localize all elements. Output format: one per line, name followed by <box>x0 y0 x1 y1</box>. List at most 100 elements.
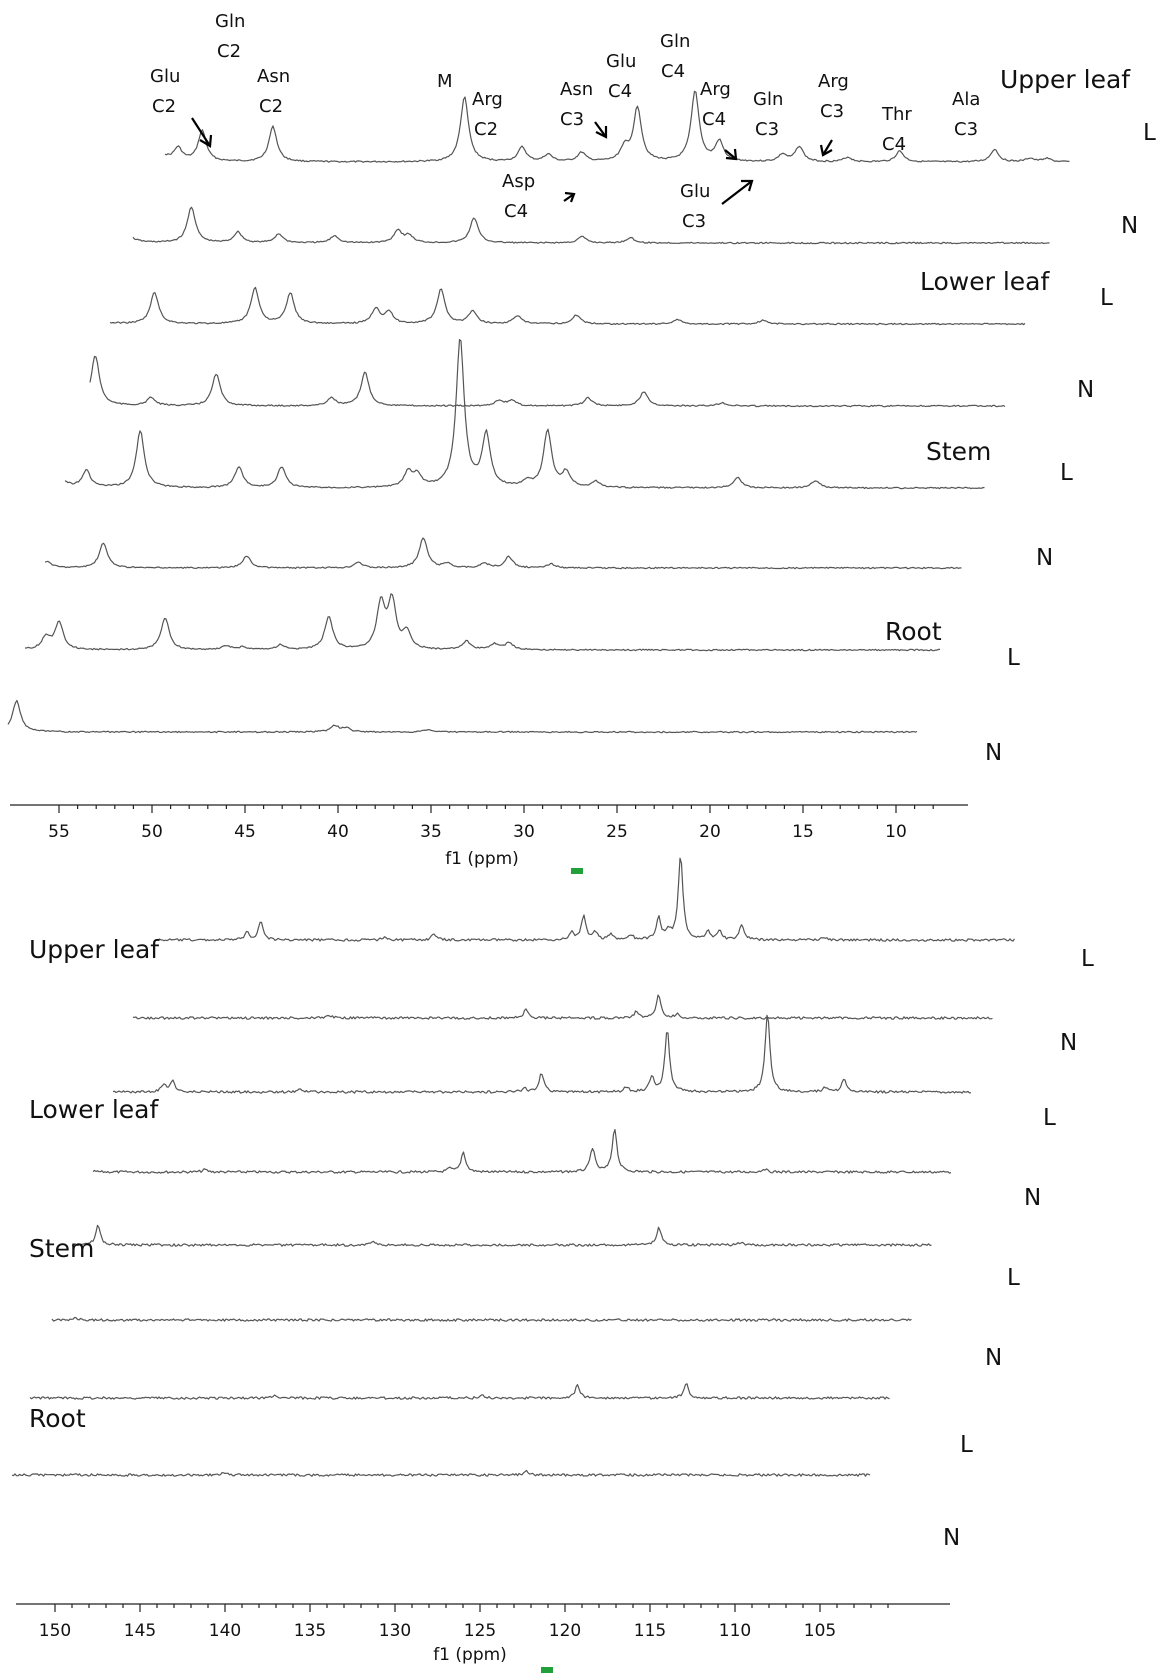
arrowhead-glu-c3 <box>741 179 754 192</box>
trace-label-lower-leaf-n-bottom: N <box>1024 1185 1041 1211</box>
trace-label-lower-leaf-l: L <box>1100 285 1113 311</box>
arrow-glu-c2 <box>191 117 211 147</box>
peak-label-arg-c2-name: Arg <box>472 89 503 110</box>
arrow-arg-c3 <box>822 139 833 156</box>
peak-label-glu-c2-name: Glu <box>150 66 180 87</box>
spectrum-trace-stem-l <box>71 1224 932 1247</box>
tissue-label-upper-leaf-bottom: Upper leaf <box>29 935 160 964</box>
green-marker-bottom <box>541 1667 553 1673</box>
peak-label-asp-c4-carbon: C4 <box>504 201 528 222</box>
aromatic-traces <box>11 857 1015 1477</box>
x-tick-label-125: 125 <box>464 1621 496 1641</box>
spectrum-trace-root-n <box>7 699 918 734</box>
trace-label-lower-leaf-l-bottom: L <box>1043 1105 1056 1131</box>
spectrum-trace-lower-leaf-n <box>89 355 1006 408</box>
x-axis-title-top: f1 (ppm) <box>445 849 519 869</box>
peak-label-gln-c4-carbon: C4 <box>661 61 685 82</box>
peak-label-glu-c3-name: Glu <box>680 181 710 202</box>
peak-label-asp-c4-name: Asp <box>502 171 535 192</box>
x-tick-label-110: 110 <box>719 1621 751 1641</box>
peak-label-arg-c3-name: Arg <box>818 71 849 92</box>
trace-label-root-l: L <box>1007 645 1020 671</box>
tissue-label-root-bottom: Root <box>29 1404 86 1433</box>
x-tick-label-130: 130 <box>379 1621 411 1641</box>
peak-label-ala-c3-name: Ala <box>952 89 980 110</box>
trace-label-root-n-bottom: N <box>943 1525 960 1551</box>
x-tick-label-20: 20 <box>699 822 721 842</box>
x-tick-label-35: 35 <box>420 822 442 842</box>
tissue-label-lower-leaf-bottom: Lower leaf <box>29 1095 159 1124</box>
peak-label-gln-c3-name: Gln <box>753 89 783 110</box>
peak-label-asn-c3-carbon: C3 <box>560 109 584 130</box>
x-tick-label-30: 30 <box>513 822 535 842</box>
peak-label-asn-c3-name: Asn <box>560 79 593 100</box>
arrowhead-arg-c3 <box>819 144 833 157</box>
peak-label-glu-c3-carbon: C3 <box>682 211 706 232</box>
x-tick-label-140: 140 <box>209 1621 241 1641</box>
spectrum-trace-upper-leaf-n <box>132 994 993 1020</box>
x-axis-ticks-top: 55 50 45 40 35 30 25 20 15 10 <box>48 805 934 842</box>
spectrum-trace-upper-leaf-l <box>154 857 1015 942</box>
trace-label-upper-leaf-l: L <box>1143 120 1156 146</box>
spectrum-trace-root-l <box>25 593 940 652</box>
spectrum-trace-stem-l <box>64 339 985 490</box>
trace-label-stem-n: N <box>1036 545 1053 571</box>
arrowhead-asn-c3 <box>595 126 608 139</box>
x-tick-label-145: 145 <box>124 1621 156 1641</box>
aromatic-spectra-panel: Upper leaf Lower leaf Stem Root L N L N … <box>11 857 1094 1673</box>
x-tick-label-10: 10 <box>885 822 907 842</box>
trace-label-stem-l: L <box>1060 460 1073 486</box>
x-tick-label-120: 120 <box>549 1621 581 1641</box>
spectrum-trace-lower-leaf-l <box>109 286 1026 326</box>
peak-label-glu-c4-name: Glu <box>606 51 636 72</box>
peak-label-thr-c4-carbon: C4 <box>882 134 906 155</box>
x-tick-label-105: 105 <box>804 1621 836 1641</box>
arrow-asn-c3 <box>594 121 607 138</box>
tissue-label-stem-bottom: Stem <box>29 1234 94 1263</box>
x-axis-title-bottom: f1 (ppm) <box>433 1645 507 1665</box>
x-tick-label-150: 150 <box>39 1621 71 1641</box>
arrowhead-arg-c4 <box>725 148 738 161</box>
peak-label-gln-c3-carbon: C3 <box>755 119 779 140</box>
x-tick-label-45: 45 <box>234 822 256 842</box>
x-tick-label-115: 115 <box>634 1621 666 1641</box>
x-tick-label-50: 50 <box>141 822 163 842</box>
peak-label-gln-c4-name: Gln <box>660 31 690 52</box>
peak-label-ala-c3-carbon: C3 <box>954 119 978 140</box>
peak-label-gln-c2-carbon: C2 <box>217 41 241 62</box>
spectrum-trace-lower-leaf-n <box>92 1128 952 1174</box>
x-tick-label-25: 25 <box>606 822 628 842</box>
trace-label-root-n: N <box>985 740 1002 766</box>
trace-label-upper-leaf-l-bottom: L <box>1081 946 1094 972</box>
x-tick-label-40: 40 <box>327 822 349 842</box>
peak-label-glu-c2-carbon: C2 <box>152 96 176 117</box>
peak-label-arg-c4-name: Arg <box>700 79 731 100</box>
peak-label-asn-c2-name: Asn <box>257 66 290 87</box>
peak-label-thr-c4-name: Thr <box>881 104 912 125</box>
x-tick-label-55: 55 <box>48 822 70 842</box>
arrow-asp-c4 <box>563 193 575 202</box>
tissue-label-root: Root <box>885 617 942 646</box>
arrowhead-glu-c2 <box>199 134 213 148</box>
x-tick-label-135: 135 <box>294 1621 326 1641</box>
aliphatic-traces <box>7 90 1070 734</box>
spectrum-trace-upper-leaf-n <box>132 206 1050 245</box>
green-marker-top <box>571 868 583 874</box>
tissue-label-lower-leaf: Lower leaf <box>920 267 1050 296</box>
spectrum-trace-root-n <box>11 1469 871 1477</box>
arrow-arg-c4 <box>724 149 737 160</box>
trace-label-upper-leaf-n: N <box>1121 213 1138 239</box>
tissue-label-upper-leaf: Upper leaf <box>1000 65 1131 94</box>
trace-label-root-l-bottom: L <box>960 1432 973 1458</box>
peak-label-glu-c4-carbon: C4 <box>608 81 632 102</box>
trace-label-lower-leaf-n: N <box>1077 377 1094 403</box>
x-tick-label-15: 15 <box>792 822 814 842</box>
peak-label-arg-c3-carbon: C3 <box>820 101 844 122</box>
tissue-label-stem: Stem <box>926 437 991 466</box>
aliphatic-spectra-panel: Upper leaf Lower leaf Stem Root L N L N … <box>7 11 1156 874</box>
peak-label-arg-c4-carbon: C4 <box>702 109 726 130</box>
arrow-glu-c3 <box>721 180 753 205</box>
trace-label-stem-l-bottom: L <box>1007 1265 1020 1291</box>
spectrum-trace-upper-leaf-l <box>164 90 1070 163</box>
